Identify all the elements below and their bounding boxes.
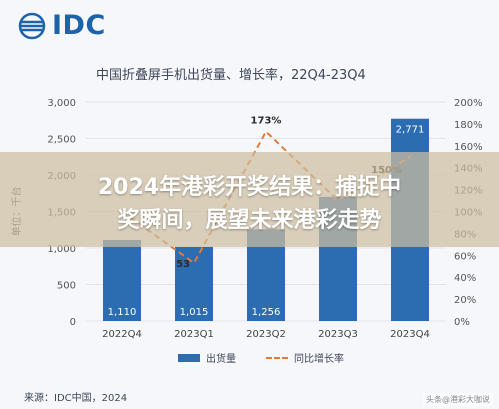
y2-tick-label: 200% <box>454 98 483 109</box>
legend-line-swatch <box>266 356 288 359</box>
y2-tick-label: 160% <box>454 142 483 153</box>
x-tick-label: 2023Q1 <box>174 329 214 340</box>
bar <box>175 246 213 321</box>
y-tick-label: 1,000 <box>47 244 76 255</box>
x-tick-label: 2023Q3 <box>318 329 358 340</box>
y-tick-label: 500 <box>57 281 76 292</box>
y-tick-label: 2,500 <box>47 135 76 146</box>
y-tick-label: 3,000 <box>47 98 76 109</box>
source-note: 来源：IDC中国，2024 <box>24 393 128 404</box>
y2-tick-label: 60% <box>454 251 476 262</box>
bar-value-label: 1,256 <box>252 307 281 318</box>
y2-tick-label: 40% <box>454 273 476 284</box>
headline-line-1: 2024年港彩开奖结果：捕捉中 <box>97 175 402 200</box>
bar-value-label: 1,110 <box>108 307 137 318</box>
legend-line-label: 同比增长率 <box>294 354 344 365</box>
chart-title: 中国折叠屏手机出货量、增长率，22Q4-23Q4 <box>96 68 366 83</box>
headline-line-2: 奖瞬间，展望未来港彩走势 <box>117 208 382 233</box>
y2-tick-label: 20% <box>454 295 476 306</box>
bar <box>103 239 141 321</box>
headline-overlay: 2024年港彩开奖结果：捕捉中 奖瞬间，展望未来港彩走势 <box>0 152 499 247</box>
growth-value-label: 53 <box>176 259 190 270</box>
y2-tick-label: 0% <box>454 317 470 328</box>
x-tick-label: 2023Q4 <box>390 329 430 340</box>
y2-tick-label: 180% <box>454 120 483 131</box>
x-tick-label: 2023Q2 <box>246 329 286 340</box>
bar-value-label: 2,771 <box>396 125 425 136</box>
growth-value-label: 173% <box>251 116 282 127</box>
idc-logo: IDC <box>18 10 106 41</box>
x-tick-label: 2022Q4 <box>102 329 142 340</box>
globe-icon <box>18 12 46 39</box>
watermark: 头条@港彩大咖说 <box>423 393 493 406</box>
chart-legend: 出货量 同比增长率 <box>178 350 344 365</box>
y-tick-label: 0 <box>70 317 76 328</box>
legend-bar-swatch <box>178 353 200 362</box>
logo-text: IDC <box>52 10 106 41</box>
bar-value-label: 1,015 <box>180 307 209 318</box>
legend-bar-label: 出货量 <box>206 354 236 365</box>
